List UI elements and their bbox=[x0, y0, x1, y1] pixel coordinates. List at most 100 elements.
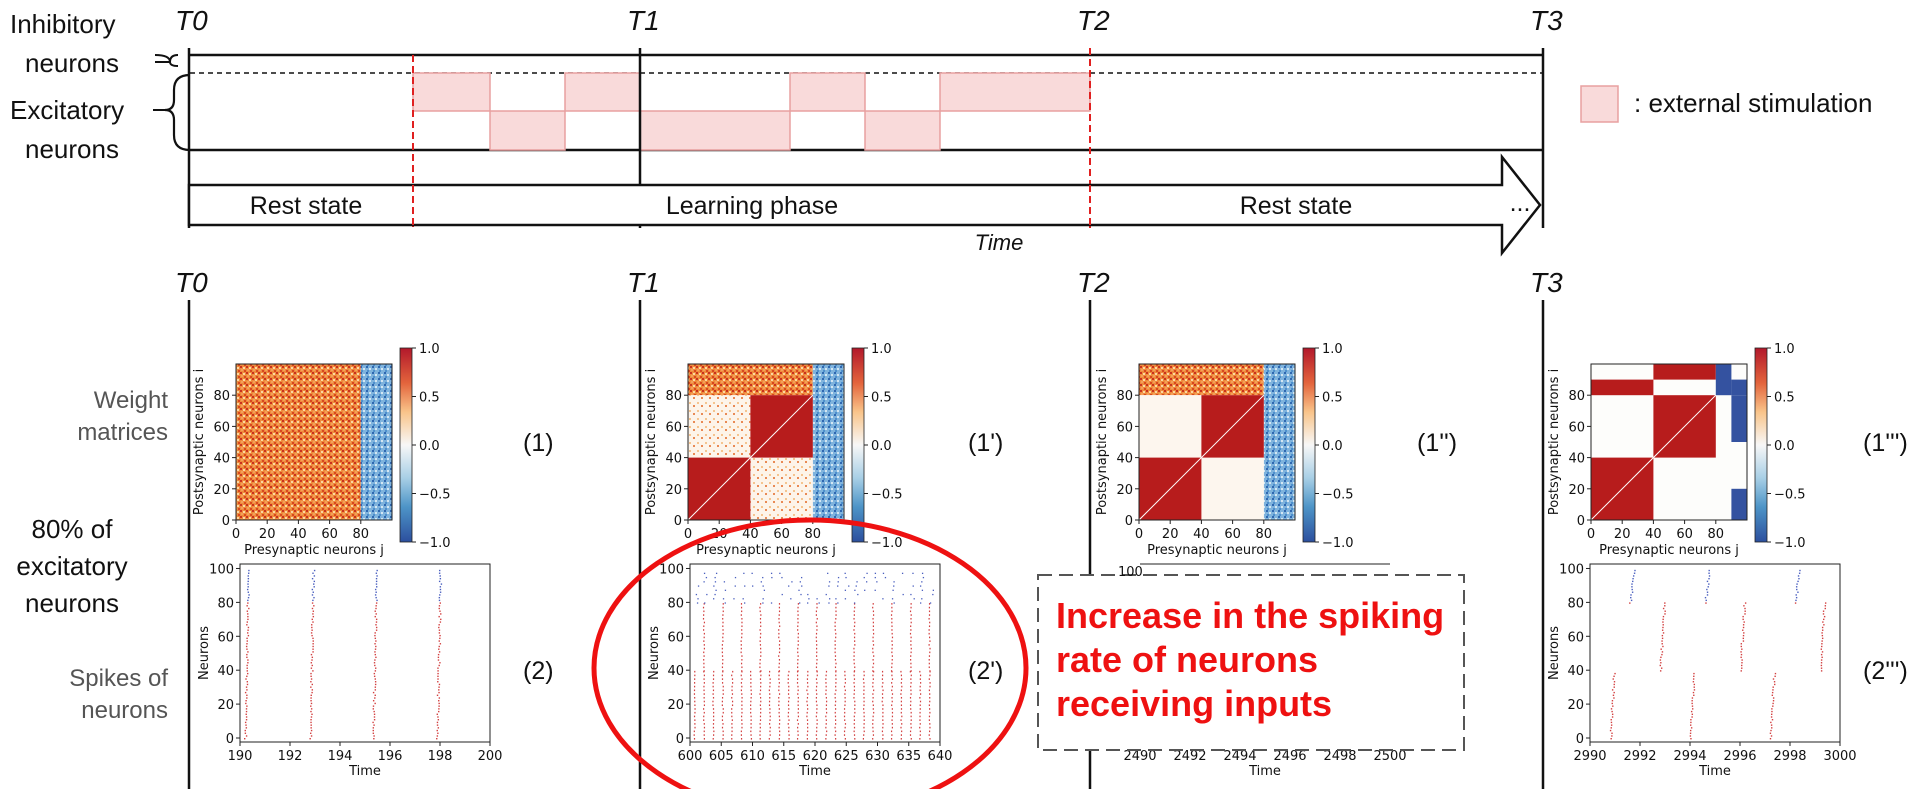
spike-mark bbox=[741, 693, 743, 695]
matrix-block bbox=[1139, 364, 1264, 396]
spike-mark bbox=[247, 602, 249, 604]
spike-mark bbox=[246, 667, 248, 669]
spike-mark bbox=[1692, 708, 1694, 710]
spike-mark bbox=[750, 674, 752, 677]
spike-mark bbox=[788, 726, 790, 729]
spike-mark bbox=[1821, 629, 1824, 631]
spike-mark bbox=[1611, 702, 1613, 705]
spike-mark bbox=[815, 655, 818, 657]
spike-mark bbox=[891, 708, 893, 710]
spike-mark bbox=[901, 715, 903, 718]
spike-mark bbox=[375, 621, 378, 623]
spike-mark bbox=[374, 694, 376, 697]
spike-mark bbox=[246, 694, 248, 697]
spike-mark bbox=[910, 603, 912, 605]
spike-mark bbox=[311, 626, 313, 629]
colorbar-tick: 0.0 bbox=[1774, 439, 1795, 454]
spike-mark bbox=[313, 586, 315, 588]
spike-mark bbox=[1771, 694, 1774, 697]
spike-mark bbox=[1632, 580, 1634, 583]
spike-mark bbox=[806, 719, 809, 721]
spike-mark bbox=[759, 666, 761, 669]
spike-mark bbox=[311, 588, 314, 591]
spike-mark bbox=[438, 596, 441, 599]
spike-mark bbox=[712, 674, 715, 677]
spike-mark bbox=[1706, 588, 1708, 591]
spike-mark bbox=[919, 670, 921, 673]
spike-mark bbox=[835, 617, 837, 620]
spike-mark bbox=[797, 708, 799, 710]
spike-mark bbox=[713, 585, 715, 587]
spike-mark bbox=[438, 710, 440, 713]
spike-mark bbox=[750, 670, 752, 673]
spike-mark bbox=[712, 682, 714, 684]
spike-mark bbox=[1706, 580, 1709, 583]
spike-mark bbox=[750, 689, 752, 692]
spike-mark bbox=[375, 667, 377, 669]
spike-mark bbox=[910, 647, 912, 650]
spike-mark bbox=[703, 659, 705, 661]
weight-index-1: (1) bbox=[523, 429, 554, 457]
spike-mark bbox=[1741, 662, 1743, 664]
spike-mark bbox=[310, 732, 312, 734]
spike-mark bbox=[440, 583, 443, 585]
spike-mark bbox=[311, 594, 314, 596]
spike-mark bbox=[759, 644, 762, 646]
spike-mark bbox=[909, 632, 912, 635]
spike-mark bbox=[721, 700, 723, 703]
matrix-xtick: 60 bbox=[773, 527, 790, 542]
spike-mark bbox=[829, 598, 831, 600]
spike-mark bbox=[882, 719, 884, 721]
spike-mark bbox=[1771, 710, 1773, 713]
spike-mark bbox=[438, 645, 440, 648]
spike-mark bbox=[759, 662, 761, 665]
colorbar bbox=[1302, 347, 1316, 543]
spike-mark bbox=[715, 572, 718, 575]
spike-mark bbox=[1705, 602, 1707, 604]
matrix-ytick: 40 bbox=[665, 452, 682, 467]
spike-mark bbox=[1822, 621, 1824, 623]
spike-mark bbox=[874, 589, 876, 591]
spike-mark bbox=[1742, 637, 1745, 640]
spike-mark bbox=[891, 655, 893, 657]
matrix-xtick: 40 bbox=[290, 527, 307, 542]
spike-mark bbox=[703, 711, 705, 714]
spike-mark bbox=[913, 598, 915, 600]
spike-mark bbox=[882, 708, 884, 710]
spike-mark bbox=[863, 734, 865, 736]
spike-mark bbox=[244, 732, 247, 734]
spike-mark bbox=[741, 700, 743, 703]
spike-mark bbox=[703, 614, 705, 616]
matrix-block bbox=[1731, 488, 1747, 520]
spike-mark bbox=[1662, 624, 1664, 626]
spike-mark bbox=[788, 719, 790, 721]
spike-mark bbox=[900, 734, 902, 736]
spike-mark bbox=[872, 629, 874, 631]
spike-mark bbox=[438, 664, 440, 667]
colorbar-tick: −0.5 bbox=[871, 488, 903, 503]
spike-mark bbox=[799, 581, 801, 583]
raster-xtick: 200 bbox=[478, 749, 503, 764]
spike-mark bbox=[787, 723, 789, 725]
spike-mark bbox=[759, 715, 762, 718]
spike-mark bbox=[741, 704, 743, 707]
stimulation-blocks bbox=[412, 72, 1091, 151]
spike-mark bbox=[921, 581, 923, 583]
spike-mark bbox=[703, 700, 705, 703]
matrix-xtick: 0 bbox=[684, 527, 692, 542]
spike-mark bbox=[929, 647, 931, 650]
spike-mark bbox=[844, 723, 847, 725]
spike-mark bbox=[373, 724, 375, 726]
spike-mark bbox=[834, 621, 836, 624]
spike-mark bbox=[246, 648, 248, 650]
spike-mark bbox=[778, 704, 780, 707]
spike-mark bbox=[439, 602, 442, 604]
spike-mark bbox=[1740, 670, 1742, 672]
spike-mark bbox=[1630, 599, 1633, 602]
raster-xtick: 194 bbox=[328, 749, 353, 764]
spike-mark bbox=[721, 644, 723, 646]
spike-mark bbox=[882, 696, 884, 699]
spike-mark bbox=[779, 730, 781, 733]
spike-mark bbox=[376, 575, 378, 577]
spike-mark bbox=[891, 647, 893, 650]
